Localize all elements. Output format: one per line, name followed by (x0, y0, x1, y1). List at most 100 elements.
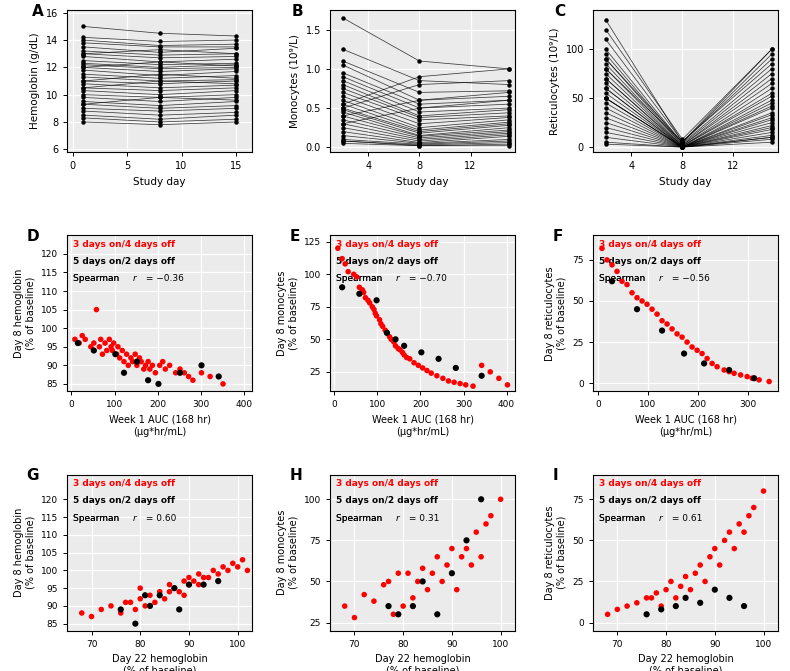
Point (733, 519, 746, 529)
Text: Spearman: Spearman (336, 274, 385, 283)
Point (645, 592, 658, 603)
Y-axis label: Monocytes (10⁹/L): Monocytes (10⁹/L) (290, 34, 300, 128)
Text: Spearman: Spearman (73, 274, 122, 283)
Point (107, 338, 120, 348)
Point (129, 618, 141, 629)
Point (379, 325, 392, 336)
Point (431, 370, 443, 381)
Y-axis label: Day 8 monocytes
(% of baseline): Day 8 monocytes (% of baseline) (276, 510, 299, 595)
Point (134, 583, 147, 594)
Point (387, 609, 400, 620)
Point (398, 350, 411, 360)
Text: Spearman: Spearman (599, 514, 648, 523)
Point (153, 590, 166, 601)
Point (431, 609, 444, 620)
Point (164, 586, 176, 597)
Text: r: r (659, 274, 663, 283)
Point (664, 576, 677, 587)
Point (723, 366, 735, 377)
Point (681, 337, 694, 348)
Point (387, 337, 400, 348)
Point (85, 342, 97, 352)
Point (139, 360, 152, 370)
Point (76, 608, 88, 619)
Point (669, 592, 682, 603)
Point (95, 604, 107, 615)
Point (130, 360, 143, 370)
Point (212, 576, 224, 586)
Point (389, 340, 402, 351)
Point (144, 364, 156, 374)
Point (455, 552, 468, 562)
Point (450, 584, 463, 595)
Text: = 0.60: = 0.60 (143, 514, 176, 523)
Point (371, 295, 383, 306)
Point (164, 579, 176, 590)
Point (139, 601, 152, 611)
Point (134, 593, 147, 604)
Text: 3 days on/4 days off: 3 days on/4 days off (599, 240, 701, 249)
Point (376, 321, 389, 331)
Point (480, 519, 492, 529)
Point (704, 552, 717, 562)
Point (72, 338, 85, 348)
Point (88, 338, 100, 348)
Point (353, 289, 366, 299)
Point (168, 583, 181, 594)
Point (461, 544, 473, 554)
Point (139, 590, 152, 601)
Point (362, 295, 374, 306)
Point (109, 349, 122, 360)
Point (446, 568, 458, 578)
Point (118, 368, 130, 378)
Point (193, 568, 205, 579)
Point (630, 293, 643, 303)
Point (126, 356, 139, 367)
Point (675, 331, 688, 342)
Point (366, 301, 378, 312)
Point (111, 342, 124, 352)
Text: 5 days on/2 days off: 5 days on/2 days off (73, 257, 175, 266)
Y-axis label: Reticulocytes (10⁹/L): Reticulocytes (10⁹/L) (550, 28, 560, 135)
Point (174, 368, 186, 378)
Point (236, 554, 249, 565)
Text: 3 days on/4 days off: 3 days on/4 days off (599, 479, 701, 488)
Point (115, 608, 127, 619)
Point (645, 304, 658, 315)
Point (193, 579, 205, 590)
Point (484, 511, 497, 521)
Text: r: r (396, 274, 400, 283)
Point (655, 604, 668, 615)
Point (416, 576, 429, 587)
Point (753, 374, 766, 385)
Point (129, 604, 141, 615)
Text: 5 days on/2 days off: 5 days on/2 days off (599, 497, 701, 505)
Point (371, 311, 383, 321)
Y-axis label: Day 8 hemoglobin
(% of baseline): Day 8 hemoglobin (% of baseline) (13, 508, 36, 597)
Point (129, 349, 141, 360)
Point (615, 276, 628, 287)
Point (125, 352, 137, 363)
Point (684, 584, 697, 595)
Point (374, 318, 387, 329)
Point (353, 282, 366, 293)
Point (113, 352, 126, 363)
Point (606, 276, 619, 287)
Point (718, 364, 731, 375)
Point (738, 601, 750, 611)
Point (698, 358, 710, 369)
Point (153, 586, 166, 597)
Point (666, 323, 679, 334)
Point (73, 338, 85, 348)
Point (686, 342, 698, 352)
Point (656, 325, 668, 336)
X-axis label: Week 1 AUC (168 hr)
(μg*hr/mL): Week 1 AUC (168 hr) (μg*hr/mL) (371, 415, 474, 437)
Point (709, 584, 721, 595)
Text: Spearman: Spearman (599, 514, 648, 523)
Point (141, 356, 154, 367)
Point (216, 562, 229, 572)
Point (169, 368, 182, 378)
Point (678, 348, 690, 359)
Text: Spearman: Spearman (336, 514, 385, 523)
Text: Spearman: Spearman (599, 274, 648, 283)
